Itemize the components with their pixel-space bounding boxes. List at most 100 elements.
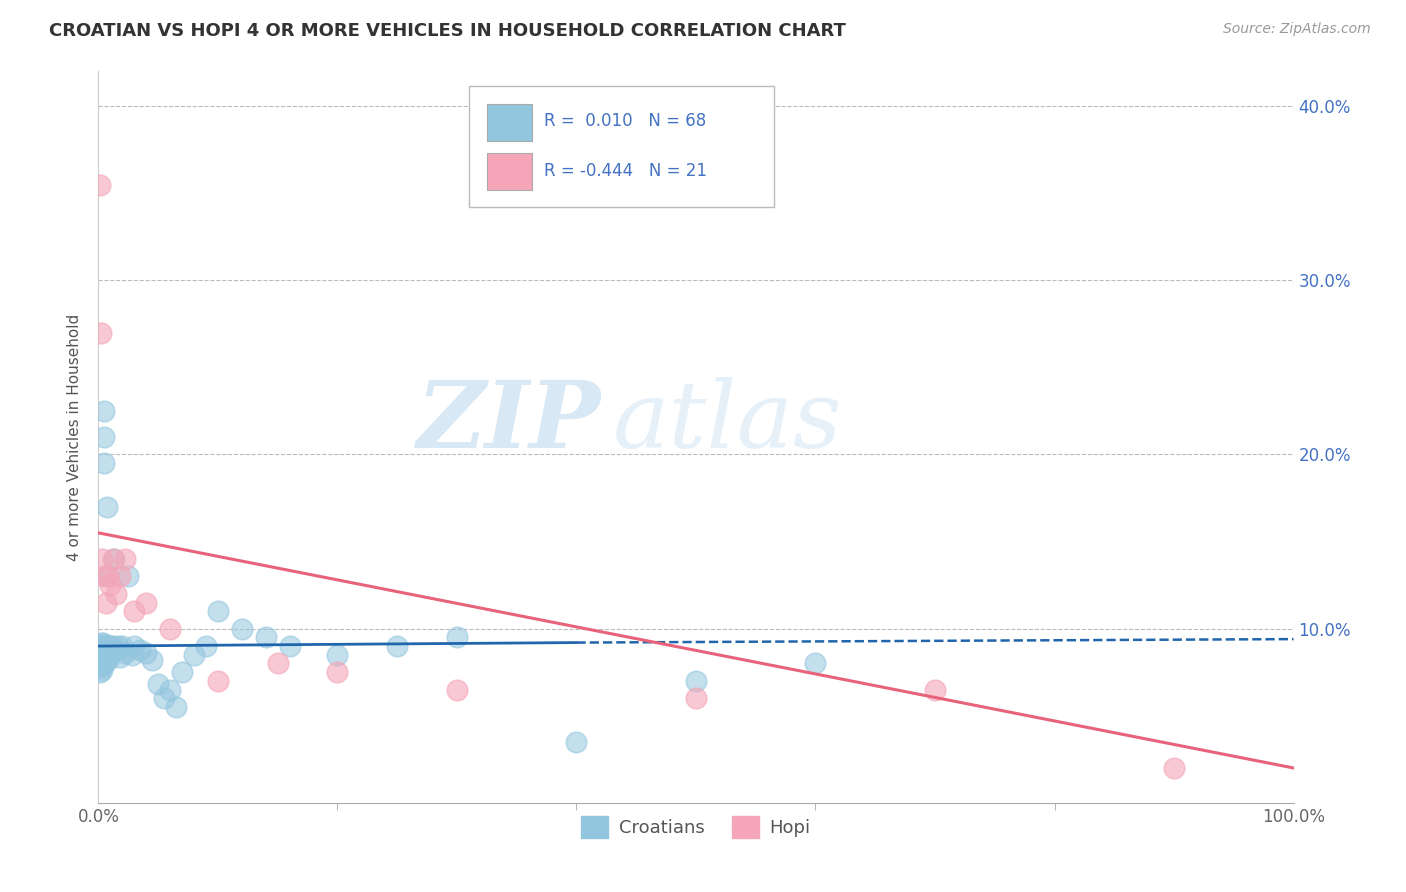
- Point: [195, 639, 218, 653]
- Point: [98, 578, 122, 592]
- Point: [685, 673, 707, 688]
- Point: [90, 657, 112, 671]
- Point: [278, 639, 301, 653]
- Point: [89, 657, 111, 671]
- Point: [153, 691, 176, 706]
- Point: [254, 631, 277, 645]
- Point: [446, 631, 468, 645]
- Point: [93, 456, 115, 470]
- Point: [105, 587, 128, 601]
- Point: [91, 639, 114, 653]
- Point: [94, 646, 117, 660]
- Point: [159, 682, 181, 697]
- Legend: Croatians, Hopi: Croatians, Hopi: [574, 808, 818, 845]
- Point: [89, 642, 111, 657]
- Point: [326, 648, 349, 662]
- Point: [326, 665, 349, 680]
- Point: [105, 642, 128, 657]
- Point: [91, 649, 114, 664]
- Point: [98, 639, 122, 653]
- Point: [207, 604, 229, 618]
- Point: [90, 646, 112, 660]
- Point: [804, 657, 827, 671]
- Point: [91, 653, 114, 667]
- Point: [565, 735, 588, 749]
- Point: [91, 642, 114, 657]
- Point: [1163, 761, 1185, 775]
- Point: [114, 552, 136, 566]
- Point: [91, 552, 114, 566]
- Point: [94, 639, 117, 653]
- Point: [159, 622, 181, 636]
- Point: [135, 646, 157, 660]
- Point: [141, 653, 163, 667]
- Point: [183, 648, 205, 662]
- Point: [446, 682, 468, 697]
- Point: [98, 639, 121, 653]
- Point: [97, 653, 120, 667]
- Point: [101, 639, 124, 653]
- Point: [129, 642, 152, 657]
- Text: R =  0.010   N = 68: R = 0.010 N = 68: [544, 112, 706, 130]
- Point: [89, 648, 111, 662]
- Text: CROATIAN VS HOPI 4 OR MORE VEHICLES IN HOUSEHOLD CORRELATION CHART: CROATIAN VS HOPI 4 OR MORE VEHICLES IN H…: [49, 22, 846, 40]
- Point: [96, 500, 118, 514]
- Point: [107, 639, 129, 653]
- Point: [231, 622, 253, 636]
- Point: [98, 648, 122, 662]
- Point: [91, 635, 114, 649]
- Point: [207, 673, 229, 688]
- Point: [89, 178, 111, 192]
- Point: [93, 404, 115, 418]
- Point: [97, 569, 120, 583]
- Text: ZIP: ZIP: [416, 377, 600, 467]
- Point: [108, 649, 131, 664]
- Point: [91, 658, 114, 673]
- Point: [90, 326, 112, 340]
- Bar: [486, 153, 533, 190]
- Point: [267, 657, 290, 671]
- Point: [165, 700, 187, 714]
- Point: [89, 665, 111, 680]
- Point: [111, 639, 134, 653]
- Point: [101, 552, 124, 566]
- Point: [91, 648, 114, 662]
- Point: [135, 595, 157, 609]
- Point: [89, 653, 111, 667]
- Point: [97, 646, 120, 660]
- Point: [89, 639, 111, 653]
- Point: [91, 664, 114, 678]
- Point: [117, 569, 139, 583]
- Point: [148, 677, 170, 691]
- Point: [108, 569, 131, 583]
- Point: [685, 691, 707, 706]
- Text: atlas: atlas: [613, 377, 842, 467]
- Point: [121, 648, 143, 662]
- Point: [90, 635, 112, 649]
- Point: [100, 642, 122, 657]
- Point: [94, 653, 117, 667]
- Y-axis label: 4 or more Vehicles in Household: 4 or more Vehicles in Household: [67, 313, 83, 561]
- Point: [93, 639, 115, 653]
- Point: [103, 552, 125, 566]
- Text: Source: ZipAtlas.com: Source: ZipAtlas.com: [1223, 22, 1371, 37]
- Point: [91, 657, 114, 671]
- Point: [172, 665, 194, 680]
- Point: [385, 639, 409, 653]
- Point: [114, 646, 136, 660]
- Text: R = -0.444   N = 21: R = -0.444 N = 21: [544, 161, 707, 180]
- Point: [93, 569, 115, 583]
- Point: [97, 569, 120, 583]
- Bar: [486, 104, 533, 141]
- FancyBboxPatch shape: [470, 86, 773, 207]
- Point: [924, 682, 946, 697]
- Point: [94, 595, 117, 609]
- Point: [93, 430, 115, 444]
- Point: [96, 642, 118, 657]
- Point: [90, 660, 112, 674]
- Point: [124, 604, 146, 618]
- Point: [90, 651, 112, 665]
- Point: [91, 644, 114, 658]
- Point: [124, 639, 146, 653]
- Point: [90, 642, 112, 657]
